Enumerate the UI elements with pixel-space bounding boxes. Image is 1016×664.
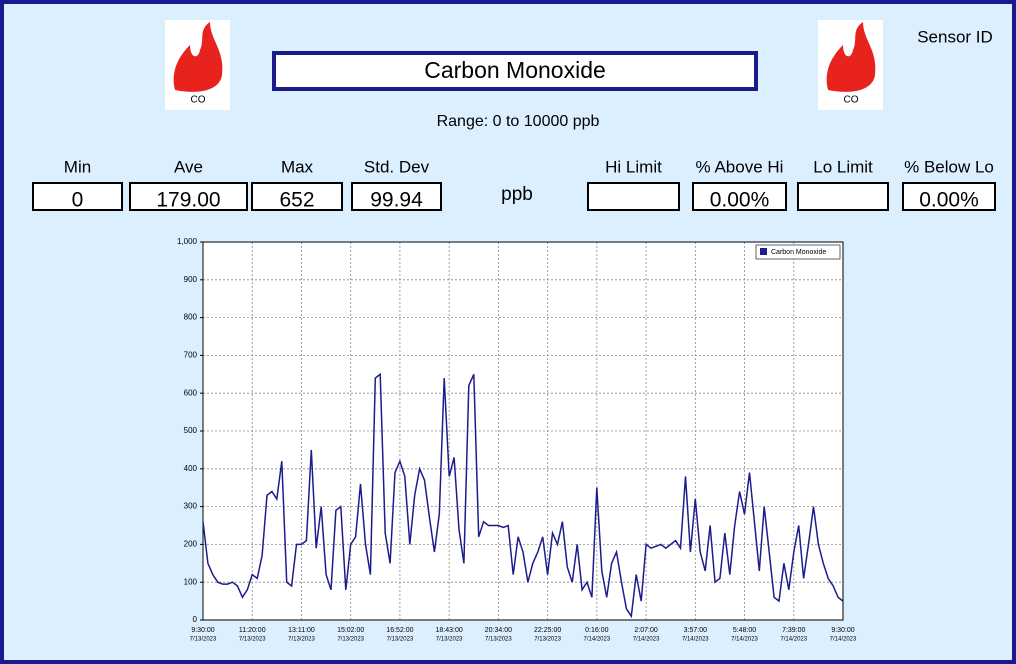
legend-box bbox=[755, 244, 841, 260]
legend-label: Carbon Monoxide bbox=[771, 249, 826, 256]
stat-label: Ave bbox=[174, 157, 203, 176]
y-tick-label: 700 bbox=[184, 351, 198, 360]
stat-label: Hi Limit bbox=[605, 157, 662, 176]
stat-label: % Above Hi bbox=[696, 157, 784, 176]
x-tick-label: 7/14/2023 bbox=[583, 637, 610, 643]
range: Range: 0 to 10000 ppb bbox=[437, 113, 600, 130]
x-tick-label: 7/14/2023 bbox=[830, 637, 857, 643]
stat-box bbox=[587, 182, 680, 211]
x-tick-label: 7/13/2023 bbox=[534, 637, 561, 643]
stat-value: 0.00% bbox=[919, 189, 979, 212]
stats: Min 0 Ave 179.00 Max 652 Std. Dev 99.94 Hi Limit… bbox=[32, 157, 996, 212]
stat-box bbox=[251, 182, 343, 211]
stat-value: 179.00 bbox=[156, 189, 220, 212]
y-tick-label: 900 bbox=[184, 275, 198, 284]
y-tick-label: 200 bbox=[184, 540, 198, 549]
stat-label: Lo Limit bbox=[813, 157, 873, 176]
x-tick-label: 7/13/2023 bbox=[337, 637, 364, 643]
stat-box bbox=[797, 182, 889, 211]
icon-label: CO bbox=[844, 95, 859, 106]
x-tick-label: 7/13/2023 bbox=[239, 637, 266, 643]
x-tick-label: 7/13/2023 bbox=[387, 637, 414, 643]
x-tick-label: 7/14/2023 bbox=[780, 637, 807, 643]
y-tick-label: 1,000 bbox=[177, 237, 198, 246]
x-tick-label: 16:52:00 bbox=[386, 627, 413, 634]
y-tick-label: 600 bbox=[184, 388, 198, 397]
title-box bbox=[272, 51, 758, 91]
x-tick-label: 9:30:00 bbox=[191, 627, 214, 634]
x-tick-label: 2:07:00 bbox=[634, 627, 657, 634]
stat-box bbox=[32, 182, 123, 211]
stat-value: 0.00% bbox=[710, 189, 770, 212]
x-tick-label: 9:30:00 bbox=[831, 627, 854, 634]
x-tick-label: 7/13/2023 bbox=[485, 637, 512, 643]
y-tick-label: 500 bbox=[184, 426, 198, 435]
stat-box bbox=[692, 182, 787, 211]
stat-label: Std. Dev bbox=[364, 157, 430, 176]
stat-label: Min bbox=[64, 157, 91, 176]
stat-label: % Below Lo bbox=[904, 157, 994, 176]
x-tick-label: 7/14/2023 bbox=[731, 637, 758, 643]
y-tick-label: 100 bbox=[184, 577, 198, 586]
y-tick-label: 0 bbox=[193, 615, 198, 624]
x-tick-label: 7/14/2023 bbox=[682, 637, 709, 643]
x-tick-label: 20:34:00 bbox=[485, 627, 512, 634]
x-tick-label: 22:25:00 bbox=[534, 627, 561, 634]
x-tick-label: 13:11:00 bbox=[288, 627, 315, 634]
x-tick-label: 7/14/2023 bbox=[633, 637, 660, 643]
stat-value: 0 bbox=[72, 189, 84, 212]
sensor-label: Sensor ID bbox=[917, 27, 993, 46]
x-tick-label: 7/13/2023 bbox=[288, 637, 315, 643]
x-tick-label: 18:43:00 bbox=[436, 627, 463, 634]
icon-label: CO bbox=[191, 95, 206, 106]
y-tick-label: 400 bbox=[184, 464, 198, 473]
x-tick-label: 7/13/2023 bbox=[190, 637, 217, 643]
title: Carbon Monoxide bbox=[424, 57, 606, 83]
x-tick-label: 7:39:00 bbox=[782, 627, 805, 634]
x-tick-label: 15:02:00 bbox=[337, 627, 364, 634]
axes-frame bbox=[202, 241, 844, 621]
chart: 0 100 200 300 400 500 600 700 800 900 1,000 9:30:00… bbox=[177, 237, 857, 642]
x-tick-label: 11:20:00 bbox=[239, 627, 266, 634]
stat-box bbox=[902, 182, 996, 211]
stat-value: 652 bbox=[279, 189, 314, 212]
y-tick-label: 300 bbox=[184, 502, 198, 511]
data-line bbox=[202, 372, 844, 619]
x-tick-label: 3:57:00 bbox=[684, 627, 707, 634]
stat-value: 99.94 bbox=[370, 189, 423, 212]
unit: ppb bbox=[501, 184, 533, 205]
stat-box bbox=[129, 182, 248, 211]
co-icon: CO bbox=[165, 20, 230, 110]
x-tick-label: 0:16:00 bbox=[585, 627, 608, 634]
stat-label: Max bbox=[281, 157, 314, 176]
y-tick-label: 800 bbox=[184, 313, 198, 322]
x-tick-label: 7/13/2023 bbox=[436, 637, 463, 643]
stat-box bbox=[351, 182, 442, 211]
legend-swatch bbox=[760, 248, 767, 255]
x-tick-label: 5:48:00 bbox=[733, 627, 756, 634]
co-icon: CO bbox=[818, 20, 883, 110]
